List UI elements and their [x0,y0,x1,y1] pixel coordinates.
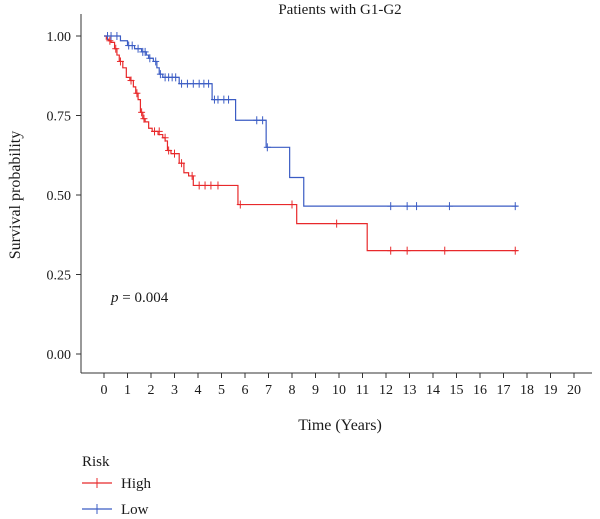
censor-mark-high [133,89,141,98]
y-tick-label: 0.50 [47,189,72,204]
x-tick-label: 18 [520,383,534,398]
censor-mark-high [165,146,173,155]
y-tick-label: 0.25 [47,269,72,284]
y-tick-label: 1.00 [47,30,72,45]
x-axis-title: Time (Years) [298,417,382,434]
censor-mark-high [140,114,148,123]
censor-mark-high [207,181,215,190]
x-tick-label: 11 [356,383,369,398]
x-tick-label: 1 [124,383,131,398]
censor-mark-low [134,44,142,53]
censor-mark-high [403,246,411,255]
p-value-text: = 0.004 [119,290,169,306]
censor-mark-high [333,219,341,228]
x-tick-label: 20 [567,383,581,398]
x-tick-label: 9 [312,383,319,398]
censor-mark-low [172,73,180,82]
x-tick-label: 13 [403,383,417,398]
x-tick-label: 2 [148,383,155,398]
y-tick-label: 0.00 [47,348,72,363]
x-tick-label: 5 [218,383,225,398]
censor-mark-low [141,47,149,56]
y-tick-label: 0.75 [47,110,72,125]
censor-mark-high [171,149,178,158]
p-symbol: p [110,290,119,306]
x-tick-label: 12 [379,383,393,398]
censor-mark-low [189,79,197,88]
censor-mark-low [214,95,222,104]
censor-mark-low [225,95,233,104]
x-tick-label: 0 [101,383,108,398]
x-tick-label: 7 [265,383,272,398]
legend-label-low: Low [121,502,149,518]
censor-mark-high [127,76,135,85]
censor-mark-high [112,44,120,53]
censor-mark-low [128,41,136,50]
x-tick-label: 3 [171,383,178,398]
x-tick-label: 8 [289,383,296,398]
censor-mark-high [195,181,203,190]
censor-mark-low [178,79,186,88]
censor-mark-low [113,32,121,40]
censor-mark-high [155,127,163,136]
x-tick-label: 14 [426,383,440,398]
censor-mark-high [387,246,395,255]
censor-mark-high [188,171,196,180]
censor-mark-low [183,79,191,88]
y-axis-title: Survival probability [7,131,24,259]
censor-mark-low [146,54,154,63]
x-tick-label: 15 [450,383,464,398]
censor-mark-low [156,70,164,79]
legend-label-high: High [121,476,152,492]
censor-mark-low [259,116,267,125]
x-tick-label: 6 [242,383,249,398]
y-axis: 0.00 0.25 0.50 0.75 1.00 [47,30,81,363]
censor-mark-low [403,202,411,211]
censor-mark-high [178,159,186,168]
censor-mark-low [263,143,271,152]
censor-mark-high [138,108,146,117]
legend-title: Risk [82,454,110,470]
censor-mark-high [288,200,296,209]
survival-curve-low [104,35,518,207]
censor-mark-low [107,32,115,40]
censor-mark-high [441,246,449,255]
chart-title: Patients with G1-G2 [278,2,401,18]
x-tick-label: 4 [195,383,202,398]
censor-mark-low [413,202,421,211]
p-value-annotation: p = 0.004 [110,290,169,306]
survival-curve-high [104,35,518,252]
plot-area [104,32,519,255]
censor-mark-high [511,246,519,255]
censor-mark-low [445,202,453,211]
x-tick-label: 10 [332,383,346,398]
censor-mark-low [152,57,160,66]
legend: High Low [82,476,152,518]
censor-mark-low [511,202,519,211]
x-axis: 0 1 2 3 4 5 6 7 8 9 10 11 12 13 14 15 16 17 18 19 20 [101,373,581,398]
censor-mark-low [205,79,213,88]
censor-mark-high [201,181,209,190]
censor-mark-high [106,36,114,45]
x-tick-label: 19 [544,383,558,398]
censor-mark-high [161,133,169,142]
censor-mark-high [214,181,222,190]
censor-mark-high [116,57,124,66]
x-tick-label: 17 [497,383,511,398]
censor-mark-low [387,202,395,211]
censor-mark-high [236,200,244,209]
x-tick-label: 16 [473,383,487,398]
censor-mark-low [253,116,261,125]
